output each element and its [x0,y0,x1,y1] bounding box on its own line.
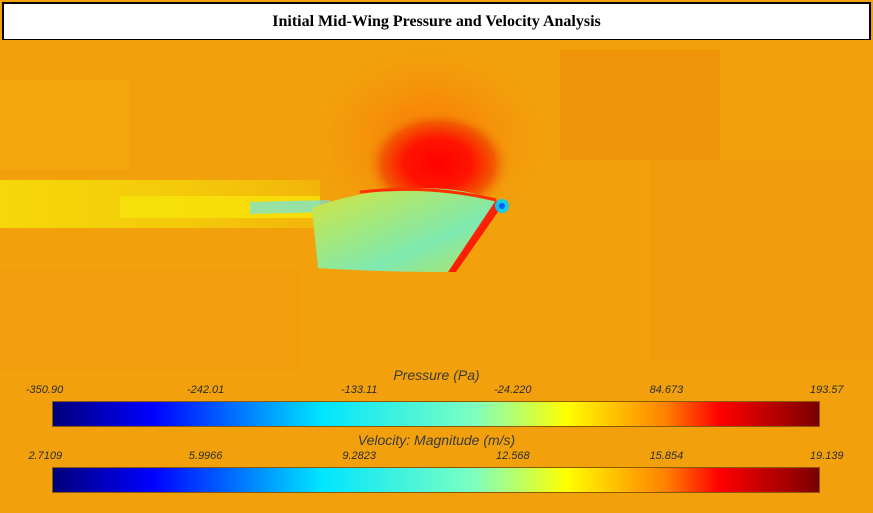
pressure-tick: -133.11 [340,384,378,396]
velocity-tick: 12.568 [495,450,530,462]
title-bar: Initial Mid-Wing Pressure and Velocity A… [2,2,871,41]
page-title: Initial Mid-Wing Pressure and Velocity A… [272,12,601,30]
velocity-tick: 19.139 [809,450,844,462]
velocity-tick: 15.854 [649,450,684,462]
pressure-tick: -24.220 [494,384,532,396]
pressure-legend-title: Pressure (Pa) [393,367,480,383]
pressure-tick: -350.90 [25,384,64,396]
velocity-legend-title: Velocity: Magnitude (m/s) [357,432,516,448]
pressure-colorbar [52,401,820,427]
velocity-tick: 2.7109 [28,450,63,462]
flow-field-visualization [0,40,873,513]
velocity-colorbar [52,467,820,493]
velocity-tick: 5.9966 [188,450,223,462]
velocity-tick-row: 2.7109 5.9966 9.2823 12.568 15.854 19.13… [28,450,843,464]
velocity-tick: 9.2823 [342,450,377,462]
pressure-tick-row: -350.90 -242.01 -133.11 -24.220 84.673 1… [26,384,844,398]
pressure-tick: 193.57 [809,384,844,396]
pressure-tick: 84.673 [649,384,684,396]
pressure-tick: -242.01 [186,384,225,396]
